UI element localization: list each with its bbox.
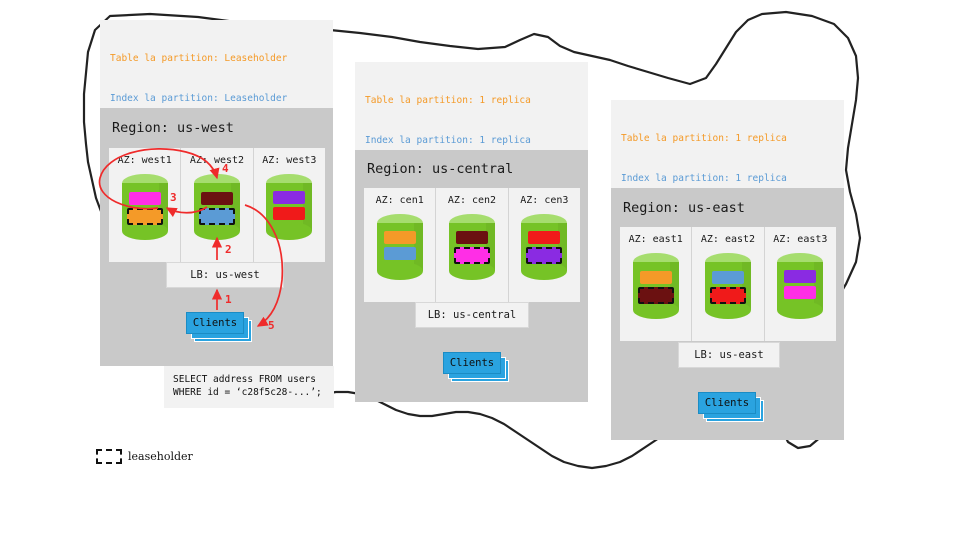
replica-block-table-ch-leaseholder[interactable]: [526, 247, 563, 264]
clients-button[interactable]: Clients: [698, 392, 756, 414]
az-label: AZ: east3: [773, 234, 828, 245]
node-cylinder[interactable]: [448, 214, 495, 280]
clients-button[interactable]: Clients: [443, 352, 501, 374]
replica-block-index-ny[interactable]: [528, 231, 561, 244]
replica-block-index-la-leaseholder[interactable]: [198, 208, 235, 225]
az-label: AZ: west1: [117, 155, 172, 166]
leaseholder-legend-label: leaseholder: [128, 450, 193, 463]
az-west1[interactable]: AZ: west1: [109, 148, 182, 262]
flow-step-number-3: 3: [170, 191, 177, 204]
az-label: AZ: west2: [189, 155, 245, 166]
partition-line: Table la partition: 1 replica: [621, 133, 787, 145]
node-cylinder[interactable]: [376, 214, 423, 280]
replica-block-index-ny-leaseholder[interactable]: [709, 287, 746, 304]
partition-summary-us-west: Table la partition: Leaseholder Index la…: [100, 20, 333, 262]
cylinder-shade: [741, 262, 751, 310]
az-label: AZ: cen2: [447, 195, 497, 206]
cylinder-bottom: [448, 262, 495, 280]
node-cylinder[interactable]: [632, 253, 679, 319]
cylinder-bottom: [266, 222, 313, 240]
node-cylinder[interactable]: [521, 214, 568, 280]
az-label: AZ: east2: [700, 234, 756, 245]
node-cylinder[interactable]: [193, 174, 240, 240]
replica-block-index-ch[interactable]: [128, 192, 161, 205]
replica-block-index-ny[interactable]: [273, 207, 306, 220]
cylinder-shade: [230, 183, 240, 231]
cylinder-bottom: [632, 301, 679, 319]
cylinder-shade: [669, 262, 679, 310]
node-cylinder[interactable]: [121, 174, 168, 240]
replica-block-table-ch[interactable]: [784, 270, 817, 283]
az-label: AZ: cen3: [520, 195, 569, 206]
partition-line: Index la partition: 1 replica: [365, 135, 531, 147]
replica-block-table-ny-leaseholder[interactable]: [637, 287, 674, 304]
flow-step-number-4: 4: [222, 162, 229, 175]
replica-block-table-ny[interactable]: [200, 192, 233, 205]
replica-block-index-ch-leaseholder[interactable]: [453, 247, 490, 264]
replica-block-table-la[interactable]: [383, 231, 416, 244]
az-group-us-east: AZ: east1 AZ: east2 AZ: east3: [620, 227, 836, 341]
clients-us-west[interactable]: Clients: [186, 312, 252, 342]
replica-block-table-ch[interactable]: [273, 191, 306, 204]
partition-line: Index la partition: Leaseholder: [110, 93, 288, 105]
replica-block-table-la-leaseholder[interactable]: [126, 208, 163, 225]
region-title-us-east: Region: us-east: [623, 200, 745, 216]
replica-block-index-la[interactable]: [711, 271, 744, 284]
partition-line: Index la partition: 1 replica: [621, 173, 787, 185]
replica-block-index-ch[interactable]: [784, 286, 817, 299]
sql-line-1: SELECT address FROM users: [173, 374, 316, 385]
cylinder-bottom: [704, 301, 751, 319]
cylinder-bottom: [777, 301, 824, 319]
cylinder-shade: [303, 183, 313, 231]
az-label: AZ: cen1: [375, 195, 424, 206]
partition-line: Table la partition: Leaseholder: [110, 53, 288, 65]
flow-step-number-2: 2: [225, 243, 232, 256]
cylinder-shade: [413, 223, 423, 271]
az-west3[interactable]: AZ: west3: [254, 148, 325, 262]
az-east3[interactable]: AZ: east3: [765, 227, 836, 341]
sql-line-2: WHERE id = ‘c28f5c28-...’;: [173, 387, 322, 398]
clients-button[interactable]: Clients: [186, 312, 244, 334]
cylinder-bottom: [521, 262, 568, 280]
replica-block-table-ny[interactable]: [455, 231, 488, 244]
leaseholder-legend: leaseholder: [96, 449, 193, 464]
partition-summary-us-east: Table la partition: 1 replica Index la p…: [611, 100, 844, 342]
load-balancer-us-west[interactable]: LB: us-west: [166, 262, 284, 288]
az-east2[interactable]: AZ: east2: [692, 227, 765, 341]
az-cen3[interactable]: AZ: cen3: [509, 188, 580, 302]
clients-us-east[interactable]: Clients: [698, 392, 764, 422]
cylinder-bottom: [193, 222, 240, 240]
flow-step-number-1: 1: [225, 293, 232, 306]
node-cylinder[interactable]: [777, 253, 824, 319]
region-title-us-central: Region: us-central: [367, 161, 514, 177]
cylinder-shade: [558, 223, 568, 271]
node-cylinder[interactable]: [704, 253, 751, 319]
partition-line: Table la partition: 1 replica: [365, 95, 531, 107]
replica-block-index-la[interactable]: [383, 247, 416, 260]
clients-us-central[interactable]: Clients: [443, 352, 509, 382]
cylinder-shade: [814, 262, 824, 310]
sql-query-box: SELECT address FROM users WHERE id = ‘c28…: [164, 366, 334, 408]
flow-step-number-5: 5: [268, 319, 275, 332]
node-cylinder[interactable]: [266, 174, 313, 240]
partition-summary-us-central: Table la partition: 1 replica Index la p…: [355, 62, 588, 304]
cylinder-bottom: [121, 222, 168, 240]
az-cen2[interactable]: AZ: cen2: [436, 188, 509, 302]
replica-block-table-la[interactable]: [639, 271, 672, 284]
az-label: AZ: west3: [262, 155, 317, 166]
az-west2[interactable]: AZ: west2: [181, 148, 254, 262]
load-balancer-us-central[interactable]: LB: us-central: [415, 302, 529, 328]
az-group-us-central: AZ: cen1 AZ: cen2 AZ: cen3: [364, 188, 580, 302]
cylinder-bottom: [376, 262, 423, 280]
az-cen1[interactable]: AZ: cen1: [364, 188, 437, 302]
az-label: AZ: east1: [628, 234, 683, 245]
leaseholder-swatch-icon: [96, 449, 122, 464]
region-title-us-west: Region: us-west: [112, 120, 234, 136]
az-group-us-west: AZ: west1 AZ: west2 AZ: west3: [109, 148, 325, 262]
cylinder-shade: [485, 223, 495, 271]
load-balancer-us-east[interactable]: LB: us-east: [678, 342, 780, 368]
az-east1[interactable]: AZ: east1: [620, 227, 693, 341]
